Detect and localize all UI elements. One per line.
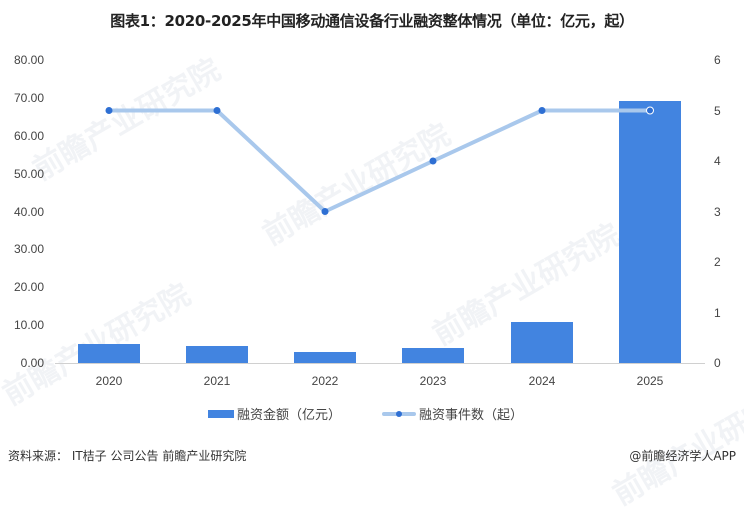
legend-label-line: 融资事件数（起） xyxy=(419,408,524,423)
line-marker-2020[interactable] xyxy=(105,107,113,114)
bar-2025[interactable] xyxy=(619,100,681,363)
left-axis-tick: 70.00 xyxy=(13,90,44,105)
legend-label-bar: 融资金额（亿元） xyxy=(237,408,342,423)
right-axis-tick: 4 xyxy=(714,154,721,168)
left-axis-tick: 30.00 xyxy=(13,242,44,257)
bar-2021[interactable] xyxy=(186,345,248,363)
legend-item-bar[interactable]: 融资金额（亿元） xyxy=(208,404,341,423)
right-axis-tick: 1 xyxy=(714,305,721,320)
line-marker-2021[interactable] xyxy=(213,107,221,114)
x-axis-tick: 2021 xyxy=(203,374,231,388)
legend: 融资金额（亿元） 融资事件数（起） xyxy=(0,404,744,424)
line-marker-2025[interactable] xyxy=(646,106,654,115)
left-axis-tick: 0.00 xyxy=(20,356,44,370)
x-axis-tick: 2024 xyxy=(528,374,556,388)
bar-2020[interactable] xyxy=(78,344,140,363)
bar-2023[interactable] xyxy=(402,347,464,363)
line-marker-2022[interactable] xyxy=(321,208,329,215)
brand-credit: @前瞻经济学人APP xyxy=(629,449,736,463)
right-axis-tick: 3 xyxy=(714,204,721,219)
right-axis-tick: 6 xyxy=(714,53,721,67)
x-axis-line xyxy=(55,363,705,364)
chart-title: 图表1：2020-2025年中国移动通信设备行业融资整体情况（单位：亿元，起） xyxy=(110,12,634,30)
right-axis-tick: 2 xyxy=(714,255,721,269)
source-note: 资料来源： IT桔子 公司公告 前瞻产业研究院 xyxy=(8,449,247,463)
bar-swatch-icon xyxy=(208,409,234,418)
legend-item-line[interactable]: 融资事件数（起） xyxy=(382,404,523,423)
left-axis-tick: 60.00 xyxy=(13,128,44,143)
bar-2022[interactable] xyxy=(294,352,356,363)
x-axis-tick: 2020 xyxy=(95,374,123,388)
x-axis-tick: 2025 xyxy=(636,374,664,388)
left-axis-tick: 20.00 xyxy=(13,280,44,295)
bar-2024[interactable] xyxy=(511,322,573,363)
line-marker-swatch-icon xyxy=(382,408,416,420)
line-series xyxy=(105,106,654,215)
line-marker-2024[interactable] xyxy=(538,107,546,114)
x-axis-tick: 2022 xyxy=(311,374,339,388)
line-marker-2023[interactable] xyxy=(429,157,437,165)
left-axis-tick: 40.00 xyxy=(13,204,44,219)
line-path xyxy=(109,108,650,214)
left-axis-tick: 80.00 xyxy=(13,53,44,67)
left-axis-tick: 50.00 xyxy=(13,166,44,181)
x-axis-tick: 2023 xyxy=(419,374,447,388)
right-axis-tick: 0 xyxy=(714,356,721,370)
right-axis-tick: 5 xyxy=(714,103,721,118)
left-axis-tick: 10.00 xyxy=(13,318,44,333)
